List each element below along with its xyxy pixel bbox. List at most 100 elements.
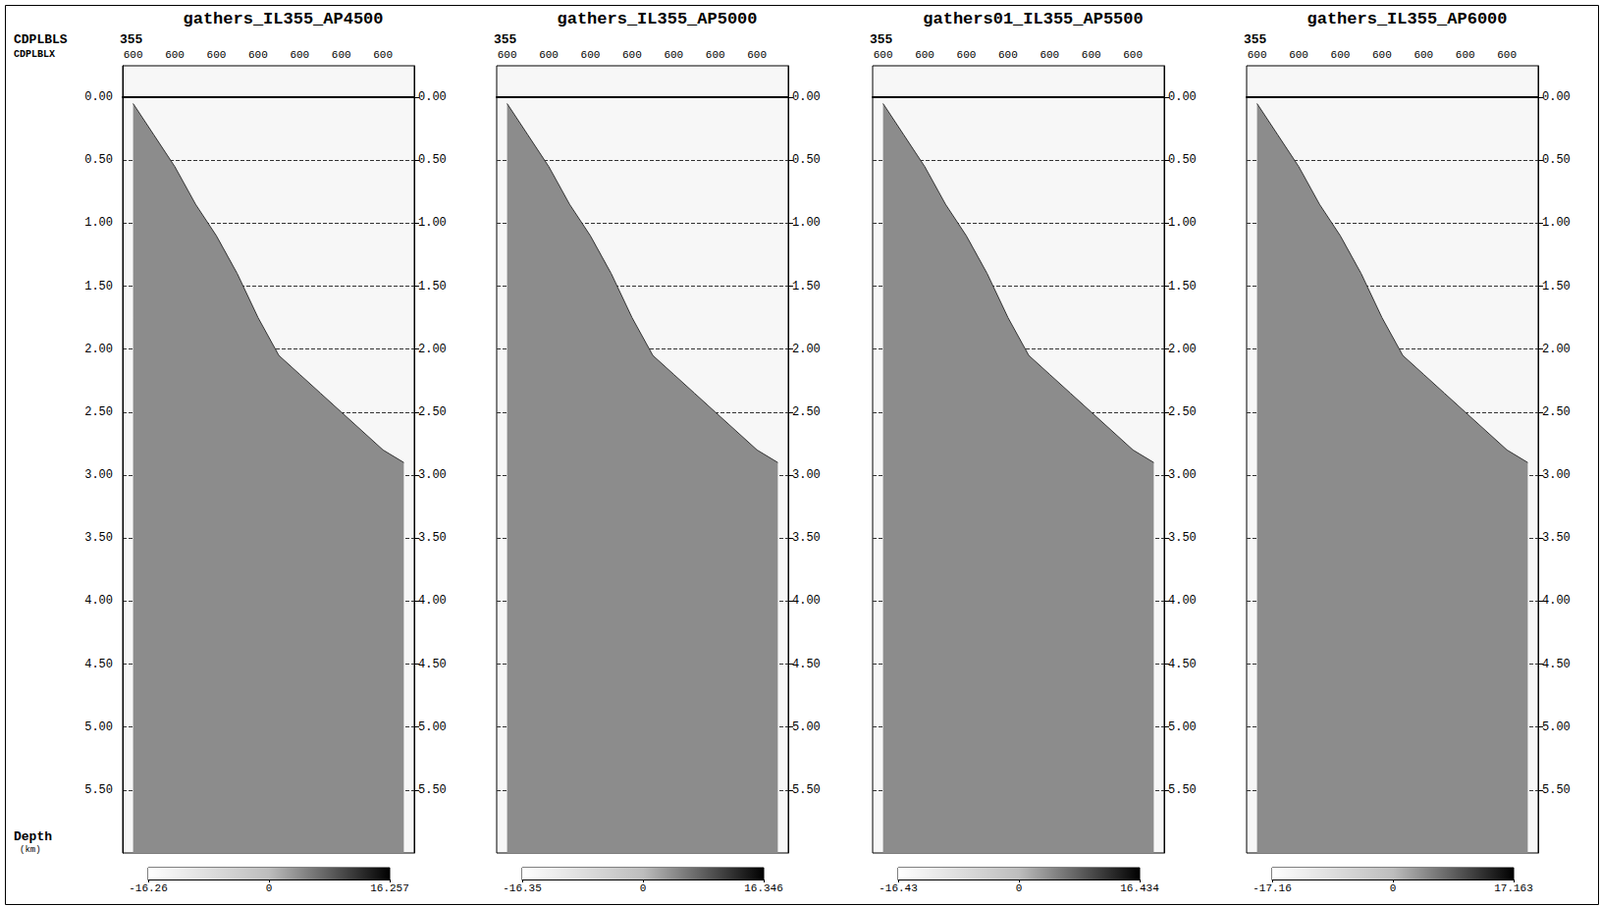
svg-text:1.00: 1.00 [418, 215, 447, 230]
svg-text:5.50: 5.50 [1168, 783, 1197, 798]
svg-text:600: 600 [1413, 49, 1434, 61]
svg-text:0.00: 0.00 [418, 90, 447, 105]
svg-text:3.00: 3.00 [792, 468, 821, 482]
svg-text:600: 600 [289, 49, 310, 61]
svg-text:1.50: 1.50 [84, 279, 113, 294]
svg-text:0.00: 0.00 [84, 90, 113, 105]
svg-text:0.00: 0.00 [1542, 90, 1571, 105]
svg-text:355: 355 [493, 32, 518, 48]
svg-text:4.50: 4.50 [1542, 657, 1571, 672]
svg-text:600: 600 [1122, 49, 1143, 61]
svg-text:600: 600 [497, 49, 518, 61]
svg-text:1.00: 1.00 [1168, 215, 1197, 230]
svg-text:gathers_IL355_AP5000: gathers_IL355_AP5000 [556, 9, 757, 29]
svg-text:Depth: Depth [13, 829, 53, 845]
svg-text:2.00: 2.00 [418, 342, 447, 357]
svg-text:0.50: 0.50 [84, 153, 113, 167]
svg-text:-17.16: -17.16 [1252, 882, 1292, 895]
svg-text:gathers_IL355_AP4500: gathers_IL355_AP4500 [182, 9, 383, 29]
svg-text:5.50: 5.50 [1542, 783, 1571, 798]
svg-text:600: 600 [957, 49, 977, 61]
svg-text:5.00: 5.00 [418, 720, 447, 735]
svg-text:gathers_IL355_AP6000: gathers_IL355_AP6000 [1306, 9, 1507, 29]
svg-text:600: 600 [914, 49, 935, 61]
svg-text:1.00: 1.00 [84, 215, 113, 230]
svg-text:0.50: 0.50 [792, 153, 821, 167]
svg-text:3.00: 3.00 [1168, 468, 1197, 482]
svg-text:0: 0 [1015, 882, 1023, 895]
svg-text:600: 600 [1039, 49, 1060, 61]
svg-text:3.50: 3.50 [1542, 531, 1571, 545]
svg-text:1.50: 1.50 [1542, 279, 1571, 294]
svg-text:2.50: 2.50 [418, 405, 447, 420]
svg-text:3.50: 3.50 [1168, 531, 1197, 545]
svg-text:-16.43: -16.43 [878, 882, 918, 895]
svg-text:16.434: 16.434 [1120, 882, 1160, 895]
svg-text:0: 0 [640, 882, 647, 895]
svg-text:1.50: 1.50 [792, 279, 821, 294]
svg-text:3.50: 3.50 [792, 531, 821, 545]
svg-text:2.50: 2.50 [84, 405, 113, 420]
svg-text:0: 0 [266, 882, 273, 895]
svg-text:0.50: 0.50 [1542, 153, 1571, 167]
svg-text:1.00: 1.00 [1542, 215, 1571, 230]
svg-text:600: 600 [1081, 49, 1102, 61]
svg-text:355: 355 [119, 32, 144, 48]
svg-text:600: 600 [1372, 49, 1392, 61]
svg-text:600: 600 [1496, 49, 1517, 61]
svg-text:600: 600 [248, 49, 268, 61]
svg-text:600: 600 [1247, 49, 1268, 61]
svg-text:600: 600 [331, 49, 352, 61]
svg-text:gathers01_IL355_AP5500: gathers01_IL355_AP5500 [922, 9, 1143, 29]
svg-text:16.346: 16.346 [744, 882, 784, 895]
svg-text:1.00: 1.00 [792, 215, 821, 230]
svg-text:2.00: 2.00 [1168, 342, 1197, 357]
svg-text:0.00: 0.00 [792, 90, 821, 105]
svg-text:16.257: 16.257 [370, 882, 410, 895]
svg-text:2.50: 2.50 [1542, 405, 1571, 420]
svg-text:1.50: 1.50 [418, 279, 447, 294]
svg-text:4.00: 4.00 [1542, 593, 1571, 608]
svg-text:5.00: 5.00 [1542, 720, 1571, 735]
svg-text:4.50: 4.50 [418, 657, 447, 672]
svg-text:2.00: 2.00 [84, 342, 113, 357]
svg-text:3.00: 3.00 [418, 468, 447, 482]
svg-text:3.00: 3.00 [84, 468, 113, 482]
svg-text:600: 600 [373, 49, 393, 61]
svg-text:3.00: 3.00 [1542, 468, 1571, 482]
svg-text:355: 355 [869, 32, 894, 48]
svg-text:2.50: 2.50 [792, 405, 821, 420]
svg-text:600: 600 [1288, 49, 1309, 61]
svg-text:3.50: 3.50 [84, 531, 113, 545]
svg-text:4.50: 4.50 [1168, 657, 1197, 672]
svg-text:2.00: 2.00 [1542, 342, 1571, 357]
svg-text:5.00: 5.00 [84, 720, 113, 735]
svg-text:600: 600 [581, 49, 601, 61]
svg-text:600: 600 [1455, 49, 1476, 61]
svg-text:0.50: 0.50 [1168, 153, 1197, 167]
svg-text:600: 600 [622, 49, 642, 61]
svg-text:600: 600 [538, 49, 559, 61]
svg-text:5.50: 5.50 [84, 783, 113, 798]
svg-text:4.00: 4.00 [84, 593, 113, 608]
svg-text:-16.26: -16.26 [128, 882, 168, 895]
svg-text:5.00: 5.00 [792, 720, 821, 735]
svg-text:3.50: 3.50 [418, 531, 447, 545]
svg-text:600: 600 [1331, 49, 1351, 61]
svg-text:CDPLBLX: CDPLBLX [13, 49, 55, 60]
svg-text:355: 355 [1243, 32, 1268, 48]
svg-text:2.50: 2.50 [1168, 405, 1197, 420]
svg-text:5.50: 5.50 [418, 783, 447, 798]
svg-text:600: 600 [207, 49, 227, 61]
svg-text:17.163: 17.163 [1493, 882, 1534, 895]
svg-text:600: 600 [123, 49, 144, 61]
svg-text:600: 600 [705, 49, 726, 61]
svg-text:4.50: 4.50 [84, 657, 113, 672]
svg-text:4.00: 4.00 [792, 593, 821, 608]
svg-text:0.00: 0.00 [1168, 90, 1197, 105]
svg-text:4.00: 4.00 [418, 593, 447, 608]
svg-text:2.00: 2.00 [792, 342, 821, 357]
svg-text:(km): (km) [19, 845, 42, 855]
svg-text:600: 600 [746, 49, 767, 61]
svg-text:5.50: 5.50 [792, 783, 821, 798]
